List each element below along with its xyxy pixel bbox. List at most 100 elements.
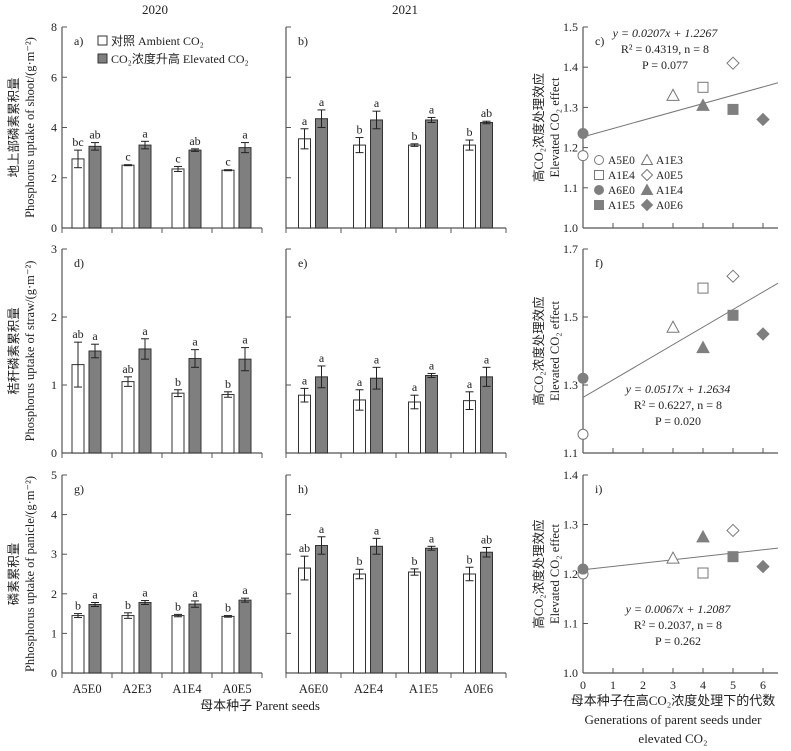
legend-marker-a1e4 — [594, 170, 604, 180]
legend-marker-a1e3 — [640, 153, 654, 165]
y-tick-label: 1.5 — [563, 20, 578, 34]
significance-letter: ab — [481, 532, 492, 546]
significance-letter: a — [142, 126, 148, 140]
y-tick-label: 1.7 — [563, 242, 578, 256]
y-tick-label: 1.5 — [563, 310, 578, 324]
significance-letter: b — [357, 554, 363, 568]
panel-label: f) — [595, 256, 603, 270]
point-a5e0 — [577, 428, 589, 440]
y-tick-label: 2 — [51, 310, 57, 324]
point-a1e4 — [696, 340, 710, 354]
legend-marker-a1e4 — [640, 183, 654, 195]
y-tick-label: 1.4 — [563, 60, 578, 74]
significance-letter: a — [242, 583, 248, 597]
legend-marker-a6e0 — [594, 185, 604, 195]
bar-legend: 对照 Ambient CO₂ CO₂浓度升高 Elevated CO₂ — [97, 34, 249, 66]
significance-letter: b — [75, 599, 81, 613]
bar-ambient — [71, 615, 85, 674]
legend-label: A6E0 — [608, 185, 635, 197]
x-tick-label: 2 — [640, 678, 646, 692]
category-label: A2E4 — [354, 682, 384, 696]
regression-annotation: R² = 0.4319, n = 8 — [621, 42, 709, 56]
significance-letter: ab — [89, 128, 100, 142]
y-axis-title-line: Phosphorus uptake of straw/(g·m⁻²) — [23, 261, 37, 442]
y-tick-label: 3 — [51, 547, 57, 561]
bar-elevated — [425, 547, 438, 674]
bar-elevated — [425, 374, 438, 454]
point-a1e4 — [696, 529, 710, 543]
category-label: A2E3 — [122, 682, 151, 696]
x-tick-label: 6 — [760, 678, 766, 692]
regression-annotation: y = 0.0207x + 1.2267 — [612, 26, 719, 40]
category-label: A1E5 — [409, 682, 438, 696]
bar-elevated — [238, 147, 252, 229]
y-axis-title-line: 高CO₂浓度处理效应 — [531, 296, 546, 405]
panel-label: b) — [298, 34, 308, 48]
scatter-x-axis-label-2: Generations of parent seeds under — [585, 712, 763, 727]
point-a0e6 — [756, 559, 770, 574]
y-axis-title-line: Elevated CO₂ effect — [548, 301, 562, 401]
significance-letter: a — [142, 586, 148, 600]
point-a0e5 — [726, 56, 740, 70]
significance-letter: a — [429, 358, 435, 372]
bar-elevated — [315, 376, 328, 454]
significance-letter: a — [242, 128, 248, 142]
point-a1e3 — [666, 320, 680, 333]
significance-letter: c — [225, 155, 230, 169]
y-tick-label: 4 — [51, 508, 57, 522]
regression-annotation: P = 0.262 — [655, 634, 701, 648]
y-tick-label: 1.2 — [563, 567, 578, 581]
significance-letter: a — [302, 373, 308, 387]
bar-ambient — [121, 164, 135, 229]
y-tick-label: 0 — [51, 446, 57, 460]
y-tick-label: 1.3 — [563, 378, 578, 392]
significance-letter: a — [302, 114, 308, 128]
category-label: A5E0 — [72, 682, 101, 696]
significance-letter: b — [225, 377, 231, 391]
point-a0e6 — [756, 327, 770, 341]
legend-label: A1E5 — [608, 200, 635, 212]
legend-label: A5E0 — [608, 155, 635, 167]
regression-line — [582, 282, 779, 398]
scatter-legend: A5E0 A1E3 A1E4 A0E5 A6E0 A1E4 A1E5 A0E6 — [594, 153, 683, 212]
point-a6e0 — [577, 372, 589, 384]
significance-letter: a — [484, 352, 490, 366]
y-tick-label: 5 — [51, 468, 57, 482]
bar-ambient — [121, 381, 135, 454]
significance-letter: ab — [189, 134, 200, 148]
regression-annotation: y = 0.0067x + 1.2087 — [625, 602, 732, 616]
significance-letter: b — [412, 554, 418, 568]
bar-elevated — [480, 376, 493, 454]
panel-c: c) 1.0 1.1 1.2 1.3 1.4 1.5 高CO₂浓度处理效应 Elevated C… — [531, 20, 779, 235]
legend-label: A0E5 — [656, 170, 683, 182]
point-a6e0 — [577, 563, 589, 575]
y-tick-label: 1 — [51, 626, 57, 640]
bar-elevated — [138, 144, 152, 229]
y-tick-label: 0 — [51, 221, 57, 235]
significance-letter: b — [175, 599, 181, 613]
point-a1e4 — [696, 98, 710, 111]
legend-label: A1E4 — [656, 185, 683, 197]
point-a1e3 — [666, 88, 680, 101]
legend-label: A0E6 — [656, 200, 683, 212]
significance-letter: ab — [122, 362, 133, 376]
significance-letter: c — [175, 151, 180, 165]
y-tick-label: 1 — [51, 378, 57, 392]
scatter-x-axis-label-3: elevated CO₂ — [638, 731, 707, 746]
significance-letter: b — [225, 601, 231, 615]
bar-ambient — [171, 392, 185, 454]
y-axis-title-line: 地上部磷素累积量 — [6, 77, 21, 177]
bar-elevated — [138, 348, 152, 454]
scatter-x-axis-label-1: 母本种子在高CO₂浓度处理下的代数 — [571, 693, 776, 708]
regression-annotation: y = 0.0517x + 1.2634 — [625, 382, 731, 396]
significance-letter: a — [429, 102, 435, 116]
panel-label: h) — [298, 482, 308, 496]
regression-annotation: P = 0.020 — [655, 414, 701, 428]
bar-ambient — [408, 571, 421, 674]
regression-annotation: R² = 0.6227, n = 8 — [634, 398, 722, 412]
significance-letter: ab — [481, 106, 492, 120]
bar-elevated — [480, 121, 493, 229]
significance-letter: a — [242, 333, 248, 347]
bar-elevated — [480, 551, 493, 674]
